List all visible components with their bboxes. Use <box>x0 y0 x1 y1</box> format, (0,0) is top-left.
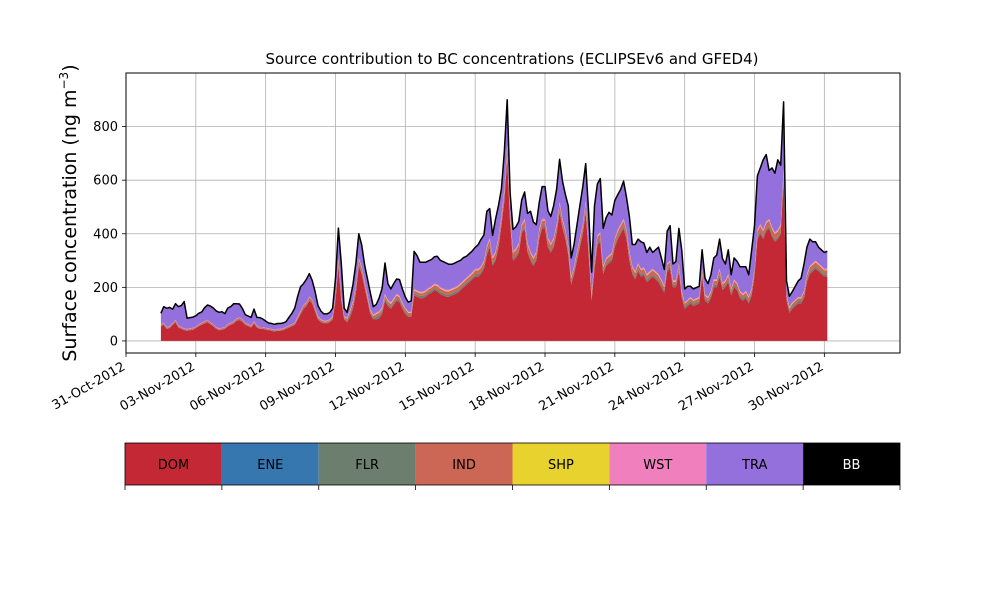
legend-label-ind: IND <box>452 458 476 473</box>
x-tick-label: 30-Nov-2012 <box>746 359 826 414</box>
legend-swatch-shp <box>512 443 610 485</box>
y-axis-label-superscript: −3 <box>57 72 71 90</box>
x-axis-ticks: 31-Oct-201203-Nov-201206-Nov-201209-Nov-… <box>50 353 826 414</box>
y-axis-label-close: ) <box>59 64 81 71</box>
legend-label-flr: FLR <box>355 458 379 473</box>
x-tick-label: 09-Nov-2012 <box>257 359 337 414</box>
y-axis-label-main: Surface concentration (ng m <box>59 90 81 362</box>
legend-swatch-wst <box>609 443 707 485</box>
legend-swatch-dom <box>125 443 222 485</box>
x-tick-label: 15-Nov-2012 <box>397 359 477 414</box>
x-tick-label: 21-Nov-2012 <box>537 359 617 414</box>
y-tick-label: 400 <box>93 227 118 242</box>
x-tick-label: 31-Oct-2012 <box>50 359 128 413</box>
y-tick-label: 0 <box>110 334 118 349</box>
legend-swatch-ind <box>415 443 513 485</box>
area-dom <box>160 158 828 341</box>
legend-label-shp: SHP <box>548 458 574 473</box>
y-tick-label: 200 <box>93 281 118 296</box>
legend-swatch-tra <box>706 443 804 485</box>
y-tick-label: 600 <box>93 174 118 189</box>
area-tra <box>160 99 828 330</box>
legend-swatch-ene <box>221 443 319 485</box>
x-tick-label: 24-Nov-2012 <box>606 359 686 414</box>
legend-label-tra: TRA <box>741 458 767 473</box>
legend-label-dom: DOM <box>158 458 189 473</box>
y-axis-ticks: 0 200 400 600 800 <box>93 120 126 349</box>
x-tick-label: 12-Nov-2012 <box>327 359 407 414</box>
plot-frame <box>125 72 901 354</box>
x-tick-label: 03-Nov-2012 <box>118 359 198 414</box>
total-line-layer <box>160 99 828 326</box>
source-legend-bar: DOM ENE FLR IND SHP WST TRA BB <box>124 442 901 490</box>
legend-swatch-bb <box>803 443 900 485</box>
chart-title: Source contribution to BC concentrations… <box>265 50 758 68</box>
x-tick-label: 06-Nov-2012 <box>187 359 267 414</box>
legend-swatch-flr <box>318 443 416 485</box>
legend-label-bb: BB <box>843 458 861 473</box>
legend-label-wst: WST <box>643 458 672 473</box>
y-axis-label: Surface concentration (ng m−3) <box>57 64 81 361</box>
x-tick-label: 18-Nov-2012 <box>467 359 547 414</box>
stacked-areas <box>160 99 828 341</box>
legend-label-ene: ENE <box>257 458 283 473</box>
total-concentration-line <box>160 99 828 326</box>
x-tick-label: 27-Nov-2012 <box>676 359 756 414</box>
y-tick-label: 800 <box>93 120 118 135</box>
